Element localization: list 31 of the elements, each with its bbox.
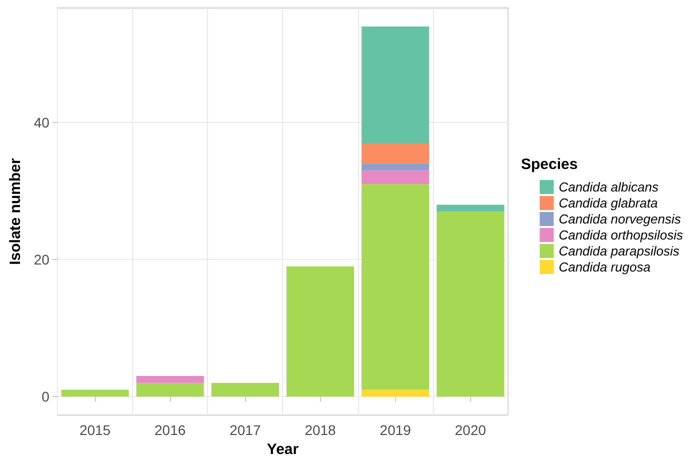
legend-label: Candida parapsilosis xyxy=(558,244,680,258)
bar xyxy=(136,376,204,383)
legend-label: Candida orthopsilosis xyxy=(558,228,684,242)
x-axis-title: Year xyxy=(266,441,299,458)
legend-label: Candida albicans xyxy=(558,180,659,194)
bar xyxy=(362,143,430,164)
y-tick-label: 40 xyxy=(34,114,50,130)
bar xyxy=(436,212,504,397)
y-axis-title: Isolate number xyxy=(7,158,24,265)
legend-label: Candida rugosa xyxy=(558,260,651,274)
x-tick-label: 2015 xyxy=(79,422,111,438)
bar xyxy=(436,204,504,212)
bar xyxy=(362,164,430,170)
legend-label: Candida glabrata xyxy=(558,196,658,210)
bar xyxy=(211,382,279,397)
bar xyxy=(61,390,129,397)
y-tick-label: 20 xyxy=(34,252,50,268)
legend-label: Candida norvegensis xyxy=(558,212,682,226)
legend-title: Species xyxy=(521,156,578,173)
y-tick-label: 0 xyxy=(42,388,50,405)
x-tick-label: 2016 xyxy=(154,422,186,438)
bar xyxy=(362,184,430,390)
bar xyxy=(136,382,204,397)
bar xyxy=(362,170,430,184)
bar xyxy=(362,26,430,144)
x-tick-label: 2017 xyxy=(230,422,261,438)
x-tick-label: 2020 xyxy=(454,422,486,438)
x-tick-label: 2018 xyxy=(304,422,336,438)
bar xyxy=(362,390,430,397)
bar xyxy=(286,266,354,397)
x-tick-label: 2019 xyxy=(380,422,412,438)
